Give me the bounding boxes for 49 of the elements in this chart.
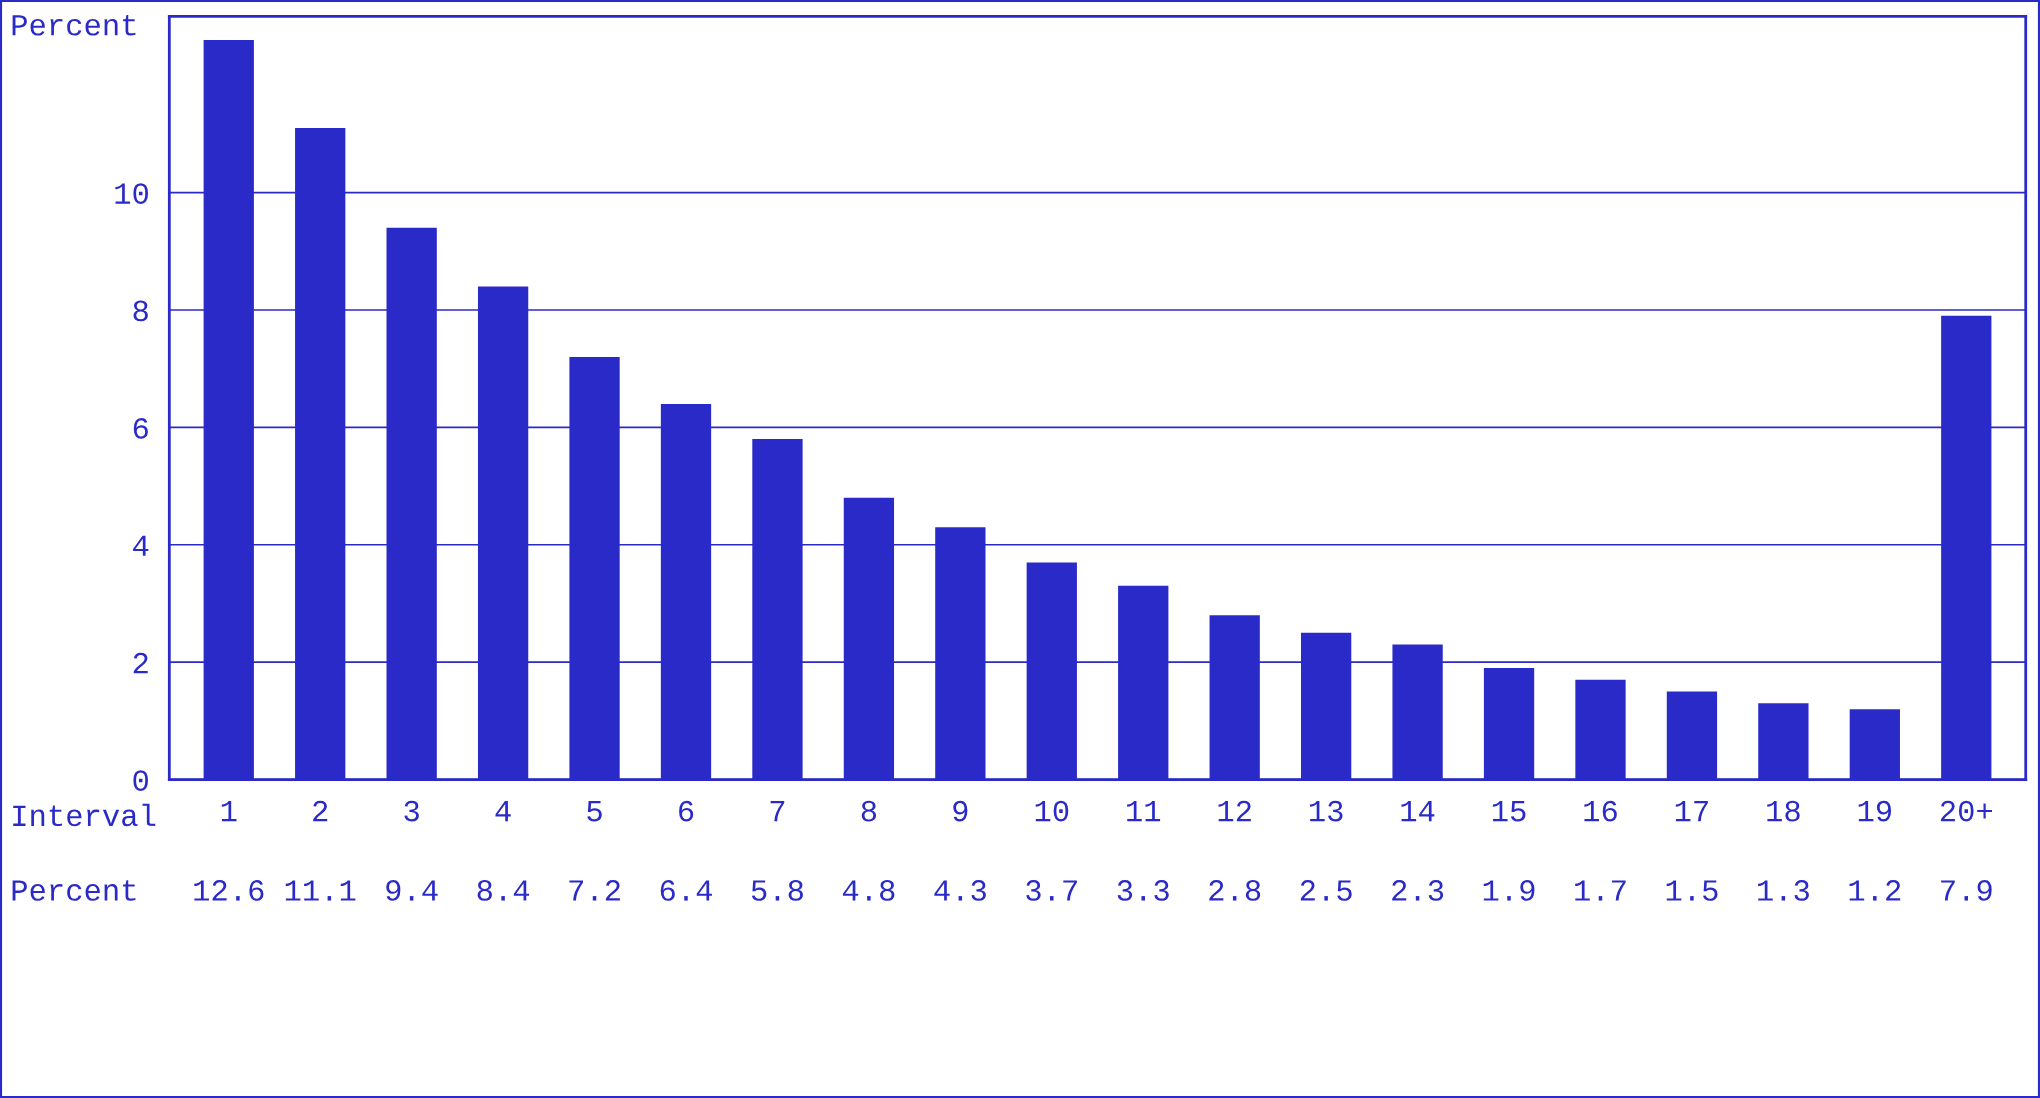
data-label: 3.3 (1117, 880, 1169, 901)
x-tick-label: 7 (770, 801, 785, 822)
y-tick-label: 4 (133, 535, 149, 556)
x-tick-label: 14 (1401, 801, 1435, 822)
data-label: 4.3 (934, 880, 986, 901)
x-tick-label: 10 (1035, 800, 1069, 822)
data-label: 2.3 (1392, 880, 1444, 901)
data-label: 7.2 (569, 880, 620, 901)
x-tick-label: 8 (861, 800, 877, 822)
y-tick-label: 2 (133, 652, 148, 674)
y-tick-label: 6 (133, 418, 148, 439)
data-label: 4.8 (842, 880, 895, 901)
data-label: 1.9 (1483, 880, 1535, 901)
y-tick-label: 10 (115, 183, 148, 204)
data-label: 1.7 (1575, 880, 1626, 901)
data-label: 8.4 (477, 880, 530, 901)
data-label: 1.5 (1666, 880, 1718, 901)
x-tick-label: 18 (1767, 800, 1800, 822)
x-tick-label: 16 (1584, 800, 1617, 822)
data-label: 1.3 (1758, 880, 1809, 901)
x-tick-label: 19 (1858, 800, 1892, 822)
x-tick-label: 17 (1675, 801, 1708, 822)
data-label: 6.4 (660, 880, 712, 901)
data-label: 12.6 (194, 880, 264, 901)
y-tick-label: 8 (133, 300, 148, 322)
data-label: 7.9 (1941, 880, 1992, 901)
x-tick-label: 6 (679, 800, 694, 822)
x-tick-label: 11 (1127, 801, 1161, 822)
data-label: 2.5 (1300, 880, 1352, 901)
text: Percent (12, 880, 136, 901)
x-tick-label: 13 (1310, 800, 1343, 822)
data-label: 2.8 (1209, 880, 1261, 901)
data-label: 11.1 (285, 880, 356, 901)
x-tick-label: 12 (1218, 800, 1251, 822)
x-tick-label: 15 (1492, 801, 1526, 822)
x-tick-label: 4 (495, 801, 511, 822)
y-axis-title: Percent (12, 14, 136, 36)
x-tick-label: 9 (953, 800, 968, 822)
x-tick-label: 3 (404, 800, 419, 822)
x-tick-label: 5 (587, 801, 602, 822)
data-label: 3.7 (1026, 880, 1077, 901)
x-axis-title: Interval (13, 803, 156, 827)
x-tick-label: 1 (221, 801, 237, 822)
data-label: 1.2 (1849, 880, 1901, 901)
data-label: 5.8 (751, 880, 803, 901)
x-tick-label: 20+ (1940, 800, 1993, 822)
x-tick-label: 2 (313, 800, 328, 822)
data-label: 9.4 (386, 880, 438, 901)
y-tick-label: 0 (133, 770, 148, 791)
